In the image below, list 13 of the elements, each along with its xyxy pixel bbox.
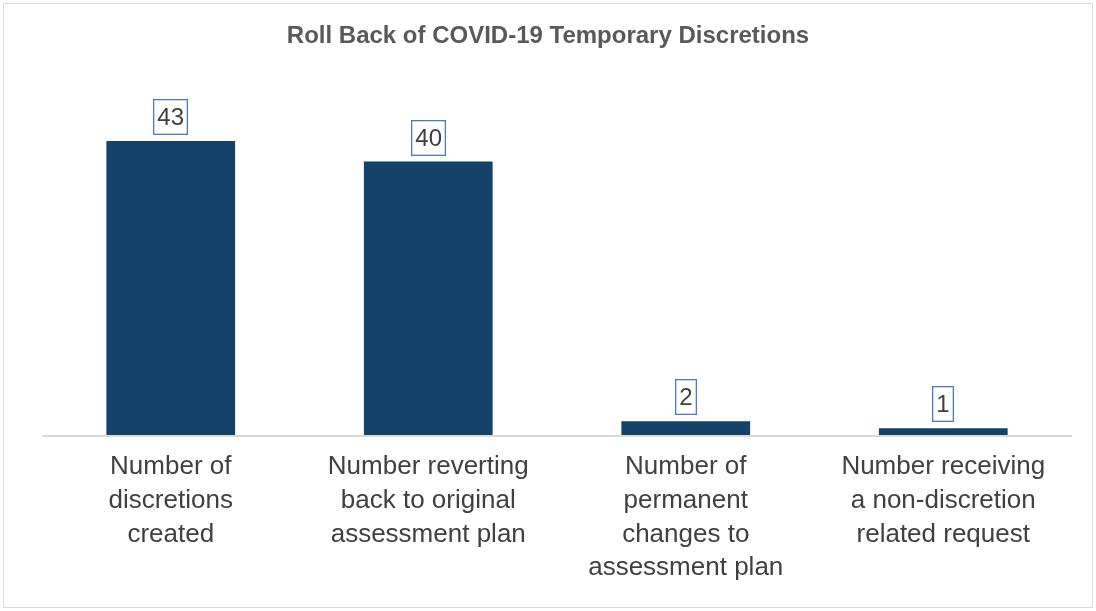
x-tick-label: Number of discretions created <box>108 449 233 548</box>
data-label: 43 <box>157 103 184 131</box>
data-label: 1 <box>936 390 950 418</box>
data-label: 40 <box>415 124 442 152</box>
bar <box>621 421 751 435</box>
bar <box>878 428 1008 435</box>
x-tick-label: Number reverting back to original assessment plan <box>327 449 529 548</box>
x-tick-label: Number of permanent changes to assessment plan <box>588 449 784 582</box>
bar <box>363 161 493 435</box>
x-tick-label: Number receiving a non-discretion related request <box>841 449 1046 548</box>
chart-title: Roll Back of COVID-19 Temporary Discretions <box>286 20 810 48</box>
bar <box>106 141 236 435</box>
data-label: 2 <box>679 383 693 411</box>
